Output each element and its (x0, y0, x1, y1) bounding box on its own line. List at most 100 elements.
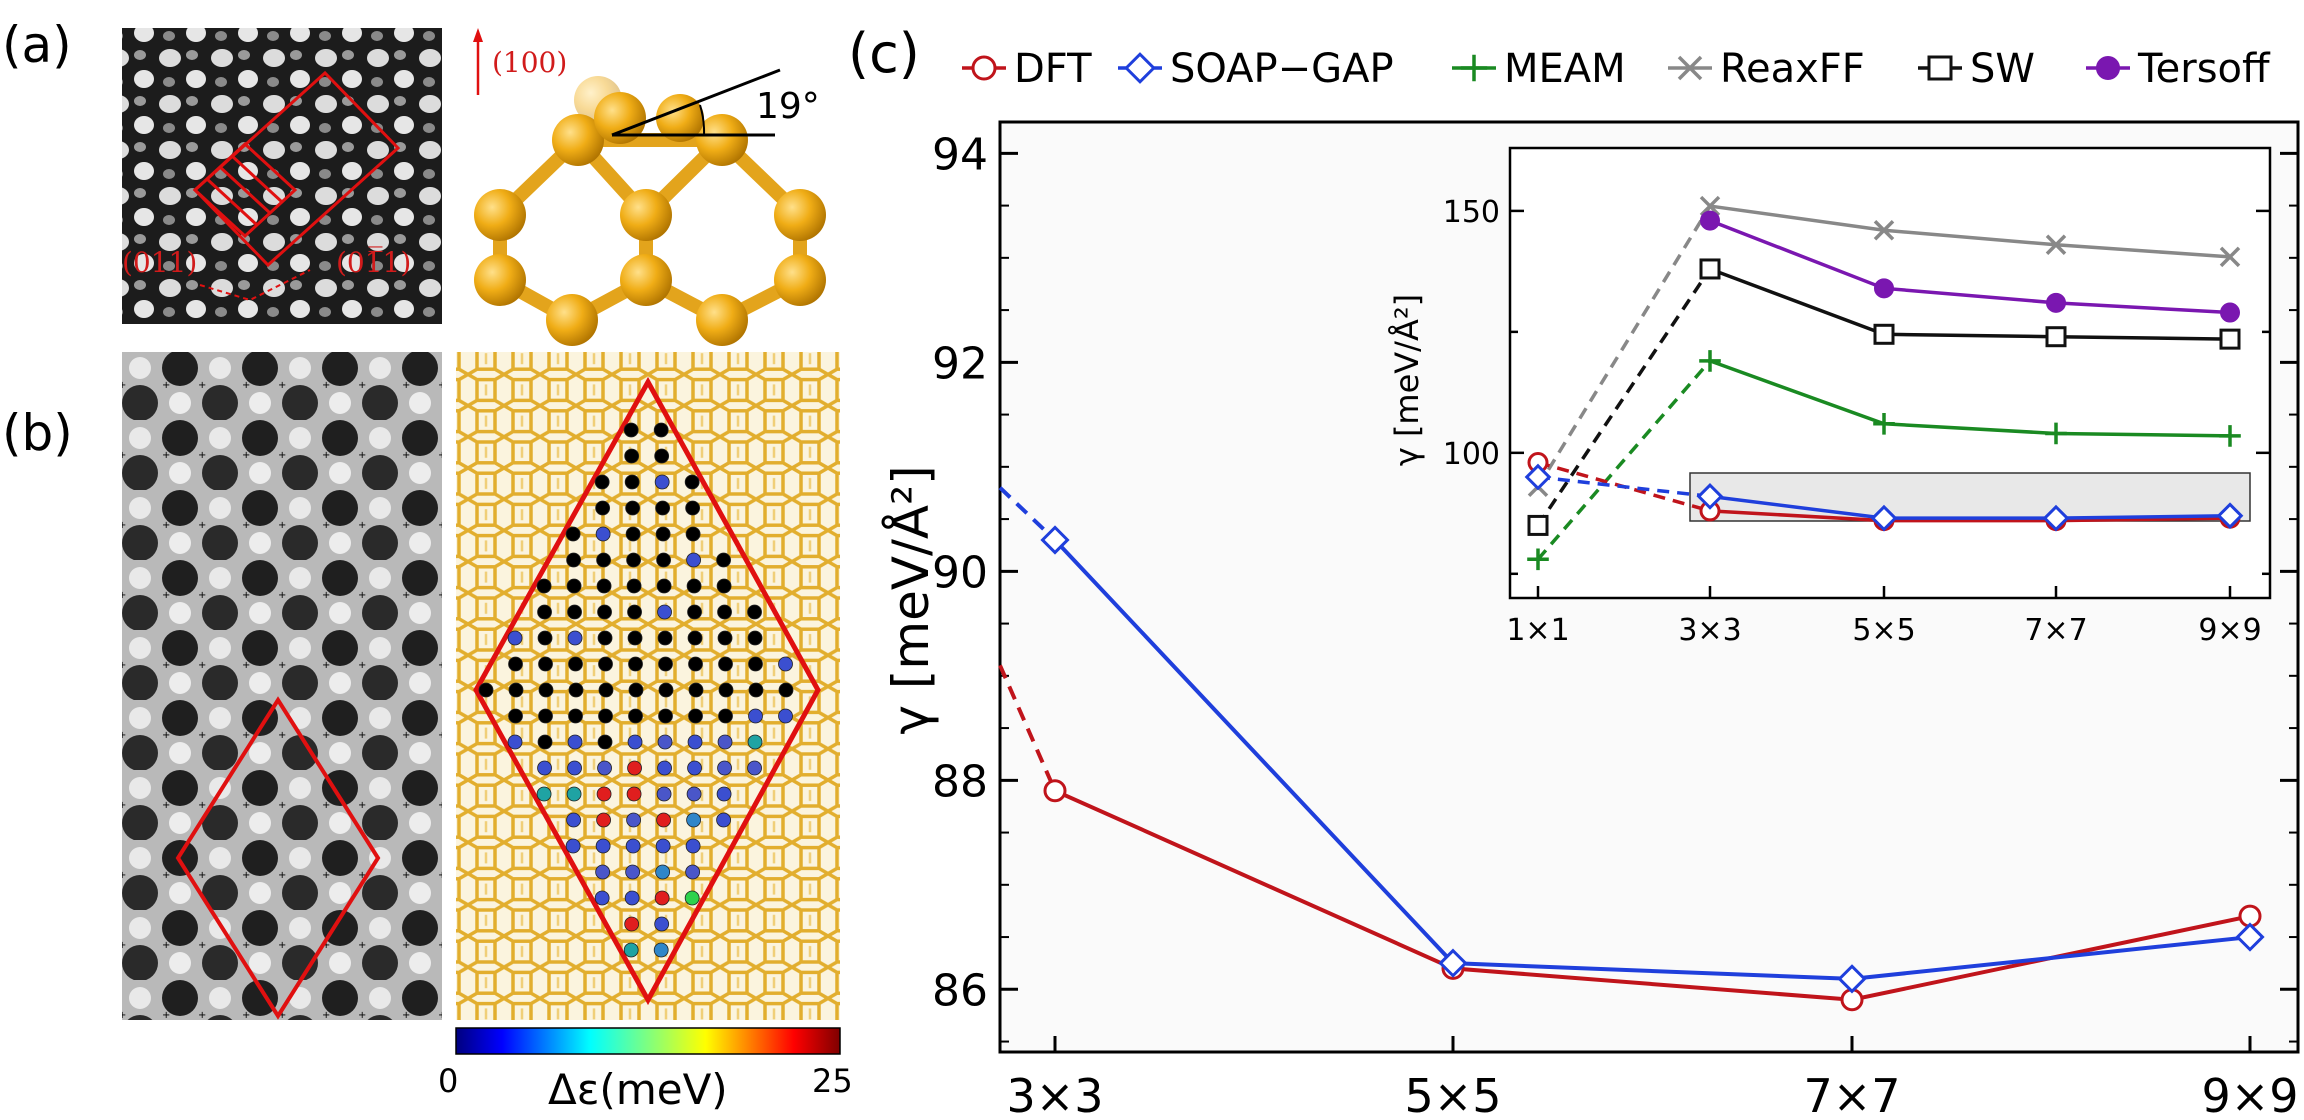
atom-marker (566, 578, 582, 594)
direction-011-label: (011) (122, 246, 197, 279)
inset-point-meam (2045, 422, 2067, 445)
atom-marker (566, 786, 582, 802)
atom-marker (598, 656, 613, 672)
atom-marker (623, 942, 639, 958)
atom-marker (597, 734, 613, 750)
atom-marker (748, 682, 764, 698)
atom-marker (657, 760, 672, 776)
atom-marker (718, 656, 733, 672)
atom-marker (595, 838, 611, 854)
inset-point-reaxff (1699, 195, 1721, 217)
inset-line-dft (1709, 509, 2231, 523)
atom-marker (627, 734, 643, 750)
inset-x-tick-label: 1×1 (1506, 613, 1569, 648)
atom-marker (717, 734, 733, 750)
inset-line-tersoff (1709, 218, 2231, 315)
atom-marker (747, 734, 763, 750)
main-point-soap-gap (1438, 948, 1468, 978)
main-y-tick-label: 94 (932, 129, 988, 180)
atom-marker (596, 812, 611, 828)
atom-marker (686, 786, 702, 802)
supercell-outline (473, 376, 821, 1006)
main-point-soap-gap (2235, 922, 2265, 952)
atom-marker (654, 916, 670, 932)
inset-dashed-soap-gap (1537, 475, 1711, 499)
main-line-soap-gap (1053, 538, 2251, 981)
main-y-tick-label: 88 (932, 756, 988, 807)
atom-marker (657, 604, 672, 620)
atom-marker (655, 500, 671, 516)
main-series (998, 486, 2265, 1012)
inset-point-meam (1699, 350, 1721, 372)
unit-cell-outline (175, 696, 381, 1020)
atom-marker (507, 734, 523, 750)
atom-marker (597, 630, 613, 646)
atom-marker (567, 630, 583, 646)
atom-marker (656, 786, 672, 802)
main-axis-ticks: 86 88 90 92 94 3×3 5×5 7×7 9×9 (932, 129, 2299, 1120)
atom-marker (716, 578, 732, 594)
panel-b: (b) 0 25 Δε(meV) (2, 352, 853, 1114)
inset-y-tick-label: 100 (1443, 437, 1500, 472)
atom-marker (567, 760, 582, 776)
colorbar-max-label: 25 (812, 1062, 853, 1100)
atom-marker (656, 552, 671, 568)
atom-marker (628, 682, 644, 698)
inset-line-meam (1709, 359, 2231, 438)
atom-marker (658, 682, 674, 698)
atom-marker (653, 942, 669, 958)
atom-marker (687, 734, 703, 750)
inset-point-soap-gap (1524, 463, 1552, 491)
atom-marker (658, 656, 673, 672)
atom-energy-markers (478, 422, 794, 958)
inset-point-sw (2045, 326, 2067, 348)
atom-marker (626, 812, 641, 828)
atom-marker (656, 578, 672, 594)
atom-marker (623, 422, 639, 438)
atom-marker (566, 552, 581, 568)
atom-marker (595, 526, 611, 542)
atom-marker (716, 552, 731, 568)
atom-marker (597, 760, 612, 776)
atom-marker (567, 604, 582, 620)
atom-marker (747, 760, 762, 776)
inset-point-sw (2219, 328, 2241, 350)
inset-point-sw (1873, 323, 1895, 345)
inset-x-tick-label: 3×3 (1678, 613, 1741, 648)
atom-marker (596, 552, 611, 568)
atom-marker (508, 708, 523, 724)
inset-line-reaxff (1709, 204, 2231, 259)
atom-marker (567, 734, 583, 750)
atom-marker (565, 526, 581, 542)
legend-label-tersoff: Tersoff (2137, 46, 2271, 92)
atom-marker (628, 708, 643, 724)
inset-line-sw (1709, 267, 2231, 341)
main-x-tick-label: 9×9 (2201, 1069, 2298, 1120)
atom-marker (627, 604, 642, 620)
main-x-tick-label: 5×5 (1404, 1069, 1501, 1120)
main-lead-in-soap-gap (998, 486, 1057, 542)
atom-marker (508, 656, 523, 672)
surface-cell-outline (192, 70, 401, 302)
atom-marker (537, 604, 552, 620)
inset-point-soap-gap (1870, 504, 1898, 532)
inset-point-tersoff (1700, 210, 1720, 231)
atom-marker (625, 838, 641, 854)
inset-point-soap-gap (2042, 504, 2070, 532)
atom-marker (716, 812, 731, 828)
atom-marker (657, 630, 673, 646)
inset-point-meam (1873, 413, 1895, 435)
atom-marker (688, 656, 703, 672)
legend: DFT SOAP−GAP MEAM ReaxFF SW Tersoff (962, 46, 2271, 92)
inset-dashed-sw (1536, 267, 1712, 527)
direction-01-1-label: (01̅̅1) (336, 246, 411, 279)
atom-marker (595, 864, 611, 880)
atom-marker (624, 890, 640, 906)
atom-marker (658, 708, 673, 724)
atom-marker (625, 864, 641, 880)
atom-marker (778, 708, 793, 724)
main-x-tick-label: 3×3 (1006, 1069, 1103, 1120)
inset-line-soap-gap (1709, 494, 2231, 520)
inset-dashed-meam (1536, 359, 1712, 561)
atom-marker (598, 682, 614, 698)
